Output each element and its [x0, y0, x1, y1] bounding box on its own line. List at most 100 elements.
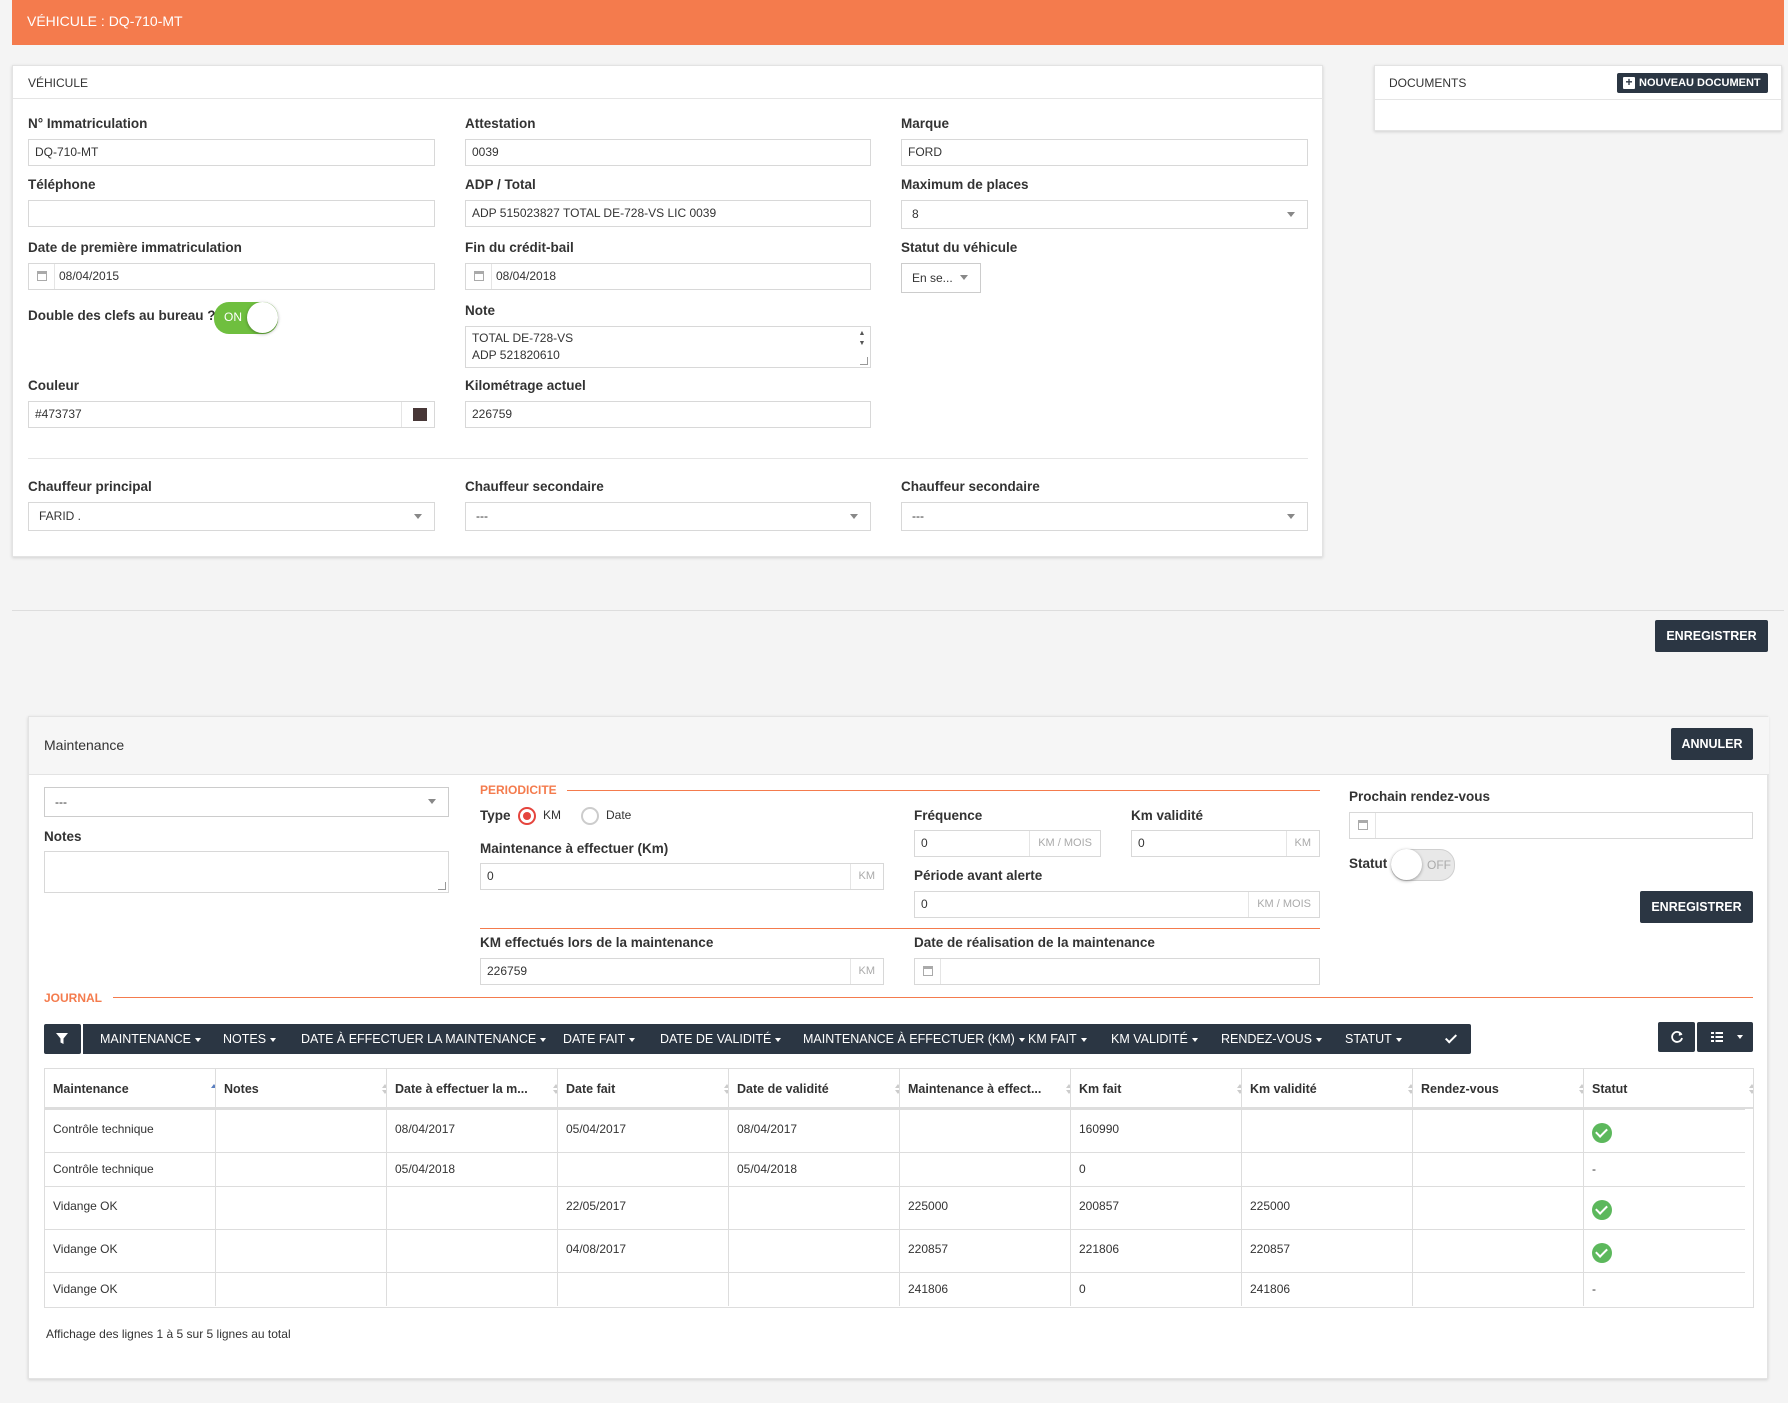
mileage-label: Kilométrage actuel: [465, 378, 586, 393]
attestation-input[interactable]: 0039: [465, 139, 871, 166]
toggle-on-text: ON: [224, 310, 242, 324]
col-validity-date[interactable]: Date de validité: [729, 1069, 900, 1109]
cell-done-km: 0: [1071, 1273, 1242, 1306]
toolbar-done-km[interactable]: KM FAIT: [1028, 1024, 1087, 1054]
second-driver-2-select[interactable]: ---: [901, 502, 1308, 531]
toolbar-validity-date[interactable]: DATE DE VALIDITÉ: [660, 1024, 782, 1054]
type-date-radio[interactable]: [581, 807, 599, 825]
attestation-label: Attestation: [465, 116, 536, 131]
color-swatch: [413, 408, 427, 421]
table-row[interactable]: Vidange OK 22/05/2017 225000 200857 2250…: [45, 1186, 1745, 1229]
second-driver-1-select[interactable]: ---: [465, 502, 871, 531]
registration-input[interactable]: DQ-710-MT: [28, 139, 435, 166]
table-row[interactable]: Vidange OK 241806 0 241806 -: [45, 1272, 1745, 1306]
done-km-input[interactable]: 226759 KM: [480, 958, 884, 985]
color-swatch-addon[interactable]: [401, 402, 434, 427]
plus-icon: +: [1623, 76, 1635, 89]
apply-columns-button[interactable]: [1434, 1024, 1471, 1054]
col-appointment[interactable]: Rendez-vous: [1413, 1069, 1584, 1109]
col-done-date[interactable]: Date fait: [558, 1069, 729, 1109]
toolbar-maintenance[interactable]: MAINTENANCE: [100, 1024, 201, 1054]
scroll-arrows-icon[interactable]: ▲ ▼: [858, 330, 866, 347]
alert-period-value: 0: [921, 897, 928, 911]
journal-label: JOURNAL: [44, 991, 103, 1005]
alert-period-input[interactable]: 0 KM / MOIS: [914, 891, 1320, 918]
status-toggle[interactable]: OFF: [1391, 849, 1455, 881]
cancel-button[interactable]: ANNULER: [1671, 728, 1753, 760]
phone-input[interactable]: [28, 200, 435, 227]
save-maintenance-button[interactable]: ENREGISTRER: [1640, 891, 1753, 923]
toolbar-done-date[interactable]: DATE FAIT: [563, 1024, 636, 1054]
col-todo-km[interactable]: Maintenance à effect...: [900, 1069, 1071, 1109]
cell-done-km: 221806: [1071, 1230, 1242, 1272]
filter-icon: [56, 1033, 68, 1044]
columns-menu-button[interactable]: [1697, 1022, 1753, 1052]
cell-todo-date: 08/04/2017: [387, 1110, 558, 1152]
second-driver-2-label: Chauffeur secondaire: [901, 479, 1040, 494]
table-row[interactable]: Contrôle technique 08/04/2017 05/04/2017…: [45, 1109, 1745, 1152]
toggle-knob: [1391, 849, 1422, 880]
toolbar-validity-km[interactable]: KM VALIDITÉ: [1111, 1024, 1198, 1054]
toolbar-notes[interactable]: NOTES: [223, 1024, 277, 1054]
vehicle-status-select[interactable]: En se...: [901, 263, 981, 293]
cell-validity-date: [729, 1230, 900, 1272]
calendar-icon: [1358, 820, 1368, 830]
brand-input[interactable]: FORD: [901, 139, 1308, 166]
cell-appointment: [1413, 1230, 1584, 1272]
mileage-input[interactable]: 226759: [465, 401, 871, 428]
max-seats-select[interactable]: 8: [901, 200, 1308, 229]
main-driver-select[interactable]: FARID .: [28, 502, 435, 531]
type-km-radio[interactable]: [518, 807, 536, 825]
calendar-icon: [474, 271, 484, 281]
calendar-addon: [915, 959, 941, 984]
frequency-value: 0: [921, 836, 928, 850]
cell-notes: [216, 1273, 387, 1306]
col-validity-km[interactable]: Km validité: [1242, 1069, 1413, 1109]
notes-textarea[interactable]: [44, 851, 449, 893]
periodicity-line: [567, 790, 1320, 791]
table-row[interactable]: Vidange OK 04/08/2017 220857 221806 2208…: [45, 1229, 1745, 1272]
save-vehicle-button[interactable]: ENREGISTRER: [1655, 620, 1768, 652]
col-todo-date[interactable]: Date à effectuer la m...: [387, 1069, 558, 1109]
col-maintenance[interactable]: Maintenance: [45, 1069, 216, 1109]
toggle-knob: [247, 302, 278, 333]
col-status[interactable]: Statut: [1592, 1082, 1753, 1096]
cell-validity-date: 08/04/2017: [729, 1110, 900, 1152]
calendar-icon: [923, 966, 933, 976]
done-date-input[interactable]: [914, 958, 1320, 985]
todo-km-label: Maintenance à effectuer (Km): [480, 841, 669, 856]
cell-done-date: 05/04/2017: [558, 1110, 729, 1152]
col-done-km[interactable]: Km fait: [1071, 1069, 1242, 1109]
calendar-addon: [466, 264, 492, 289]
cell-status: -: [1592, 1282, 1596, 1296]
resize-handle-icon[interactable]: [860, 357, 868, 365]
refresh-button[interactable]: [1658, 1022, 1695, 1052]
phone-label: Téléphone: [28, 177, 96, 192]
new-document-button[interactable]: + NOUVEAU DOCUMENT: [1617, 73, 1768, 93]
note-textarea[interactable]: TOTAL DE-728-VS ADP 521820610 ▲ ▼: [465, 326, 871, 368]
color-input[interactable]: #473737: [28, 401, 435, 428]
double-keys-toggle[interactable]: ON: [214, 302, 278, 334]
maintenance-panel: Maintenance ANNULER --- Notes PERIODICIT…: [28, 716, 1769, 1379]
next-appointment-input[interactable]: [1349, 812, 1753, 839]
lease-end-date-input[interactable]: 08/04/2018: [465, 263, 871, 290]
toolbar-status[interactable]: STATUT: [1345, 1024, 1402, 1054]
adp-total-input[interactable]: ADP 515023827 TOTAL DE-728-VS LIC 0039: [465, 200, 871, 227]
toolbar-appointment[interactable]: RENDEZ-VOUS: [1221, 1024, 1322, 1054]
table-row[interactable]: Contrôle technique 05/04/2018 05/04/2018…: [45, 1152, 1745, 1186]
frequency-input[interactable]: 0 KM / MOIS: [914, 830, 1101, 857]
resize-handle-icon[interactable]: [438, 882, 446, 890]
todo-km-input[interactable]: 0 KM: [480, 863, 884, 890]
registration-label: N° Immatriculation: [28, 116, 148, 131]
toolbar-todo-date[interactable]: DATE À EFFECTUER LA MAINTENANCE: [301, 1024, 547, 1054]
toolbar-todo-km[interactable]: MAINTENANCE À EFFECTUER (KM): [803, 1024, 1025, 1054]
cell-status: [1584, 1187, 1753, 1229]
color-value: #473737: [35, 407, 82, 421]
validity-km-label: Km validité: [1131, 808, 1204, 823]
maintenance-type-select[interactable]: ---: [44, 787, 449, 817]
first-registration-date-input[interactable]: 08/04/2015: [28, 263, 435, 290]
cell-notes: [216, 1153, 387, 1186]
validity-km-input[interactable]: 0 KM: [1131, 830, 1320, 857]
filter-button[interactable]: [44, 1024, 81, 1054]
col-notes[interactable]: Notes: [216, 1069, 387, 1109]
